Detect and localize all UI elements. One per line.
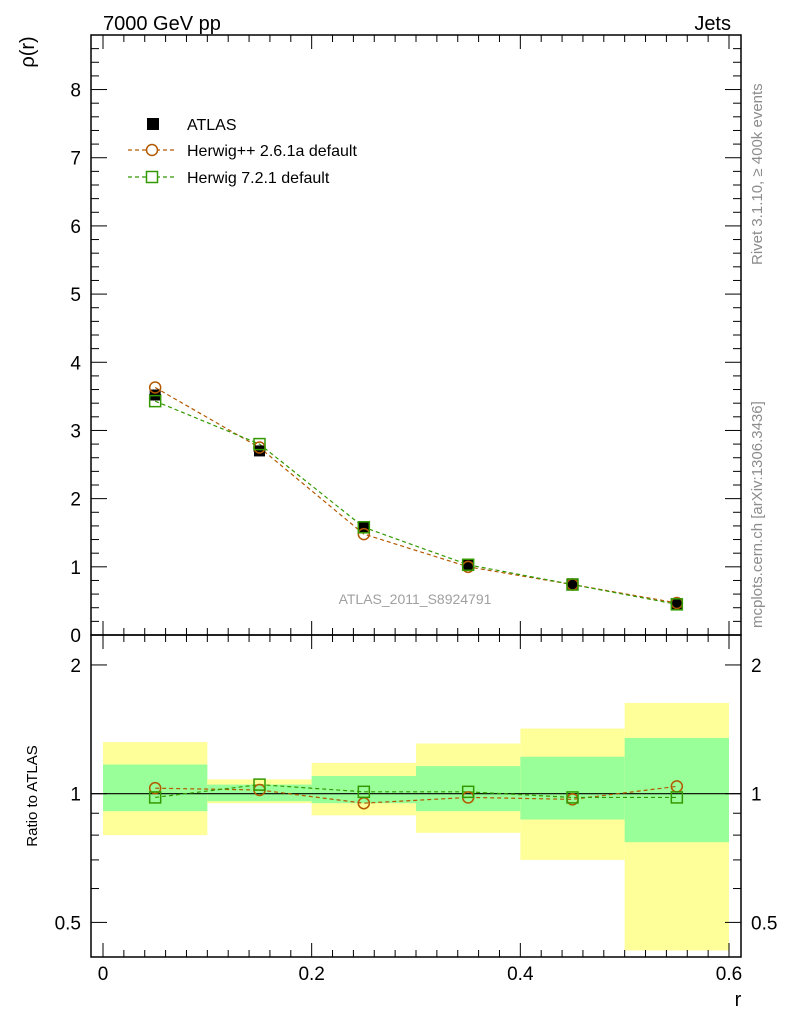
ratio-y-tick-label: 1	[70, 785, 81, 806]
atlas-point	[462, 559, 474, 571]
herwig7-point	[566, 578, 579, 591]
main-y-tick-label: 7	[70, 149, 81, 170]
ratio-y-tick-label-right: 1	[751, 785, 762, 806]
ratio-herwig7-line	[155, 784, 677, 799]
ratio-herwig-pp-point	[148, 781, 162, 795]
main-panel: ATLAS_2011_S8924791 0 1 2 3 4 5 6 7 8 ρ(r)	[17, 34, 742, 647]
ratio-y-tick-label-right: 2	[751, 656, 762, 677]
herwig7-point	[148, 394, 162, 408]
ratio-panel: 0.5 0.5 1 1 2 2 0 0.2 0.4 0.6 Ratio to ATLAS r	[24, 634, 777, 1011]
watermark: ATLAS_2011_S8924791	[339, 591, 492, 607]
herwig-pp-point	[148, 381, 162, 394]
side-label-top: Rivet 3.1.10, ≥ 400k events	[749, 83, 766, 265]
herwig7-point	[461, 558, 475, 572]
main-y-tick-label: 6	[70, 217, 81, 238]
ratio-herwig7-point	[357, 785, 371, 799]
atlas-point	[254, 445, 265, 457]
legend-label-herwig7: Herwig 7.2.1 default	[187, 170, 330, 187]
main-y-tick-label: 4	[70, 353, 81, 374]
ratio-inner-band	[416, 766, 521, 812]
herwig-pp-point	[357, 527, 371, 541]
legend-label-atlas: ATLAS	[187, 117, 237, 134]
main-y-tick-label: 0	[70, 626, 81, 647]
herwig7-line	[154, 400, 677, 605]
legend-marker-herwig-pp	[145, 143, 159, 157]
ratio-y-tick-label: 2	[70, 656, 81, 677]
ratio-inner-band	[520, 756, 625, 820]
ratio-inner-band	[103, 764, 208, 812]
x-tick-label: 0	[98, 964, 109, 985]
ratio-inner-band	[624, 737, 729, 843]
ratio-herwig7-point	[670, 791, 684, 804]
header-left: 7000 GeV pp	[103, 13, 221, 35]
main-y-tick-label: 5	[70, 285, 81, 306]
atlas-point	[567, 578, 578, 590]
main-y-tick-label: 3	[70, 421, 81, 442]
x-tick-label: 0.6	[716, 964, 742, 985]
ratio-herwig7-point	[566, 791, 579, 804]
herwig7-point	[670, 598, 684, 611]
header-right: Jets	[694, 13, 731, 35]
herwig7-point	[357, 521, 371, 534]
x-tick-label: 0.2	[298, 964, 324, 985]
ratio-inner-band	[311, 775, 416, 804]
legend: ATLAS Herwig++ 2.6.1a default Herwig 7.2…	[128, 117, 357, 187]
legend-label-herwig-pp: Herwig++ 2.6.1a default	[187, 143, 357, 160]
ratio-y-tick-label: 0.5	[55, 913, 81, 934]
atlas-point	[671, 598, 683, 610]
herwig-pp-line	[154, 386, 677, 604]
ratio-y-axis-label: Ratio to ATLAS	[24, 745, 41, 846]
x-axis-label: r	[735, 989, 742, 1011]
main-y-axis-label: ρ(r)	[17, 36, 39, 67]
main-y-tick-label: 8	[70, 81, 81, 102]
herwig7-point	[253, 437, 266, 451]
ratio-herwig7-point	[461, 785, 475, 799]
legend-marker-atlas	[147, 118, 159, 130]
ratio-y-tick-label-right: 0.5	[751, 913, 777, 934]
side-label-bottom: mcplots.cern.ch [arXiv:1306.3436]	[749, 401, 766, 628]
ratio-inner-band	[207, 784, 312, 802]
x-tick-label: 0.4	[507, 964, 534, 985]
ratio-herwig7-point	[253, 778, 266, 791]
main-y-tick-label: 2	[70, 490, 81, 511]
legend-marker-herwig7	[145, 170, 159, 184]
ratio-herwig7-point	[148, 791, 162, 804]
main-y-tick-label: 1	[70, 558, 81, 579]
